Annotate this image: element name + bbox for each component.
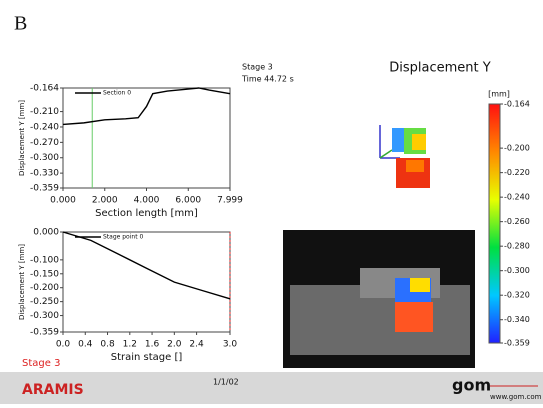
x-tick-label: 1.2 — [123, 340, 137, 350]
x-tick-label: 2.000 — [92, 196, 118, 206]
x-tick-label: 2.4 — [189, 340, 204, 350]
x-tick-label: 4.000 — [134, 196, 160, 206]
x-tick-label: 1.6 — [145, 340, 160, 350]
x-tick-label: 0.000 — [50, 196, 76, 206]
plot-frame — [63, 232, 230, 332]
y-tick-label: -0.270 — [30, 138, 59, 148]
y-tick-label: -0.300 — [30, 311, 59, 321]
y-tick-label: -0.330 — [30, 169, 59, 179]
y-tick-label: -0.359 — [30, 184, 59, 194]
y-tick-label: 0.000 — [33, 228, 59, 238]
y-tick-label: -0.210 — [30, 107, 59, 117]
colorbar-tick-label: -0.300 — [504, 266, 530, 275]
colorbar-tick-label: -0.240 — [504, 193, 530, 202]
screenshot: B Stage 3 Time 44.72 s ARAMIS 1/1/02 gom… — [0, 0, 543, 404]
y-tick-label: -0.359 — [30, 328, 59, 338]
colorbar-unit: [mm] — [488, 90, 510, 99]
y-tick-label: -0.164 — [30, 84, 59, 94]
legend-label: Section 0 — [103, 90, 131, 97]
colorbar-tick-label: -0.320 — [504, 291, 530, 300]
y-tick-label: -0.300 — [30, 153, 59, 163]
logo: gom — [452, 376, 491, 395]
3d-view — [380, 125, 430, 188]
x-tick-label: 0.8 — [100, 340, 115, 350]
y-tick-label: -0.100 — [30, 255, 59, 265]
marker-label: Stage 3 — [22, 358, 60, 369]
x-axis-title: Strain stage [] — [111, 352, 183, 363]
y-axis-title: Displacement Y [mm] — [18, 244, 26, 320]
x-tick-label: 6.000 — [175, 196, 201, 206]
brand: ARAMIS — [22, 382, 84, 398]
colorbar — [489, 104, 500, 343]
x-tick-label: 0.0 — [56, 340, 71, 350]
x-tick-label: 3.0 — [223, 340, 238, 350]
colorbar-tick-label: -0.280 — [504, 242, 530, 251]
colorbar-tick-label: -0.200 — [504, 144, 530, 153]
url: www.gom.com — [490, 393, 542, 401]
colorbar-tick-label: -0.340 — [504, 315, 530, 324]
y-tick-label: -0.240 — [30, 122, 59, 132]
date: 1/1/02 — [213, 378, 239, 387]
time-text: Time 44.72 s — [241, 75, 294, 84]
y-tick-label: -0.200 — [30, 283, 59, 293]
y-axis-title: Displacement Y [mm] — [18, 100, 26, 176]
colorbar-tick-label: -0.260 — [504, 217, 530, 226]
x-tick-label: 2.0 — [167, 340, 182, 350]
colorbar-title: Displacement Y — [389, 61, 491, 76]
y-tick-label: -0.250 — [30, 297, 59, 307]
stage-text: Stage 3 — [242, 63, 273, 72]
series-line — [63, 232, 230, 299]
legend-label: Stage point 0 — [103, 234, 143, 241]
colorbar-tick-label: -0.220 — [504, 168, 530, 177]
x-axis-title: Section length [mm] — [95, 208, 198, 219]
x-tick-label: 0.4 — [78, 340, 93, 350]
colorbar-tick-label: -0.359 — [504, 339, 530, 348]
panel-label: B — [14, 13, 27, 35]
specimen-image — [283, 230, 475, 368]
colorbar-tick-label: -0.164 — [504, 100, 530, 109]
plot-frame — [63, 88, 230, 188]
x-tick-label: 7.999 — [217, 196, 243, 206]
y-tick-label: -0.150 — [30, 269, 59, 279]
